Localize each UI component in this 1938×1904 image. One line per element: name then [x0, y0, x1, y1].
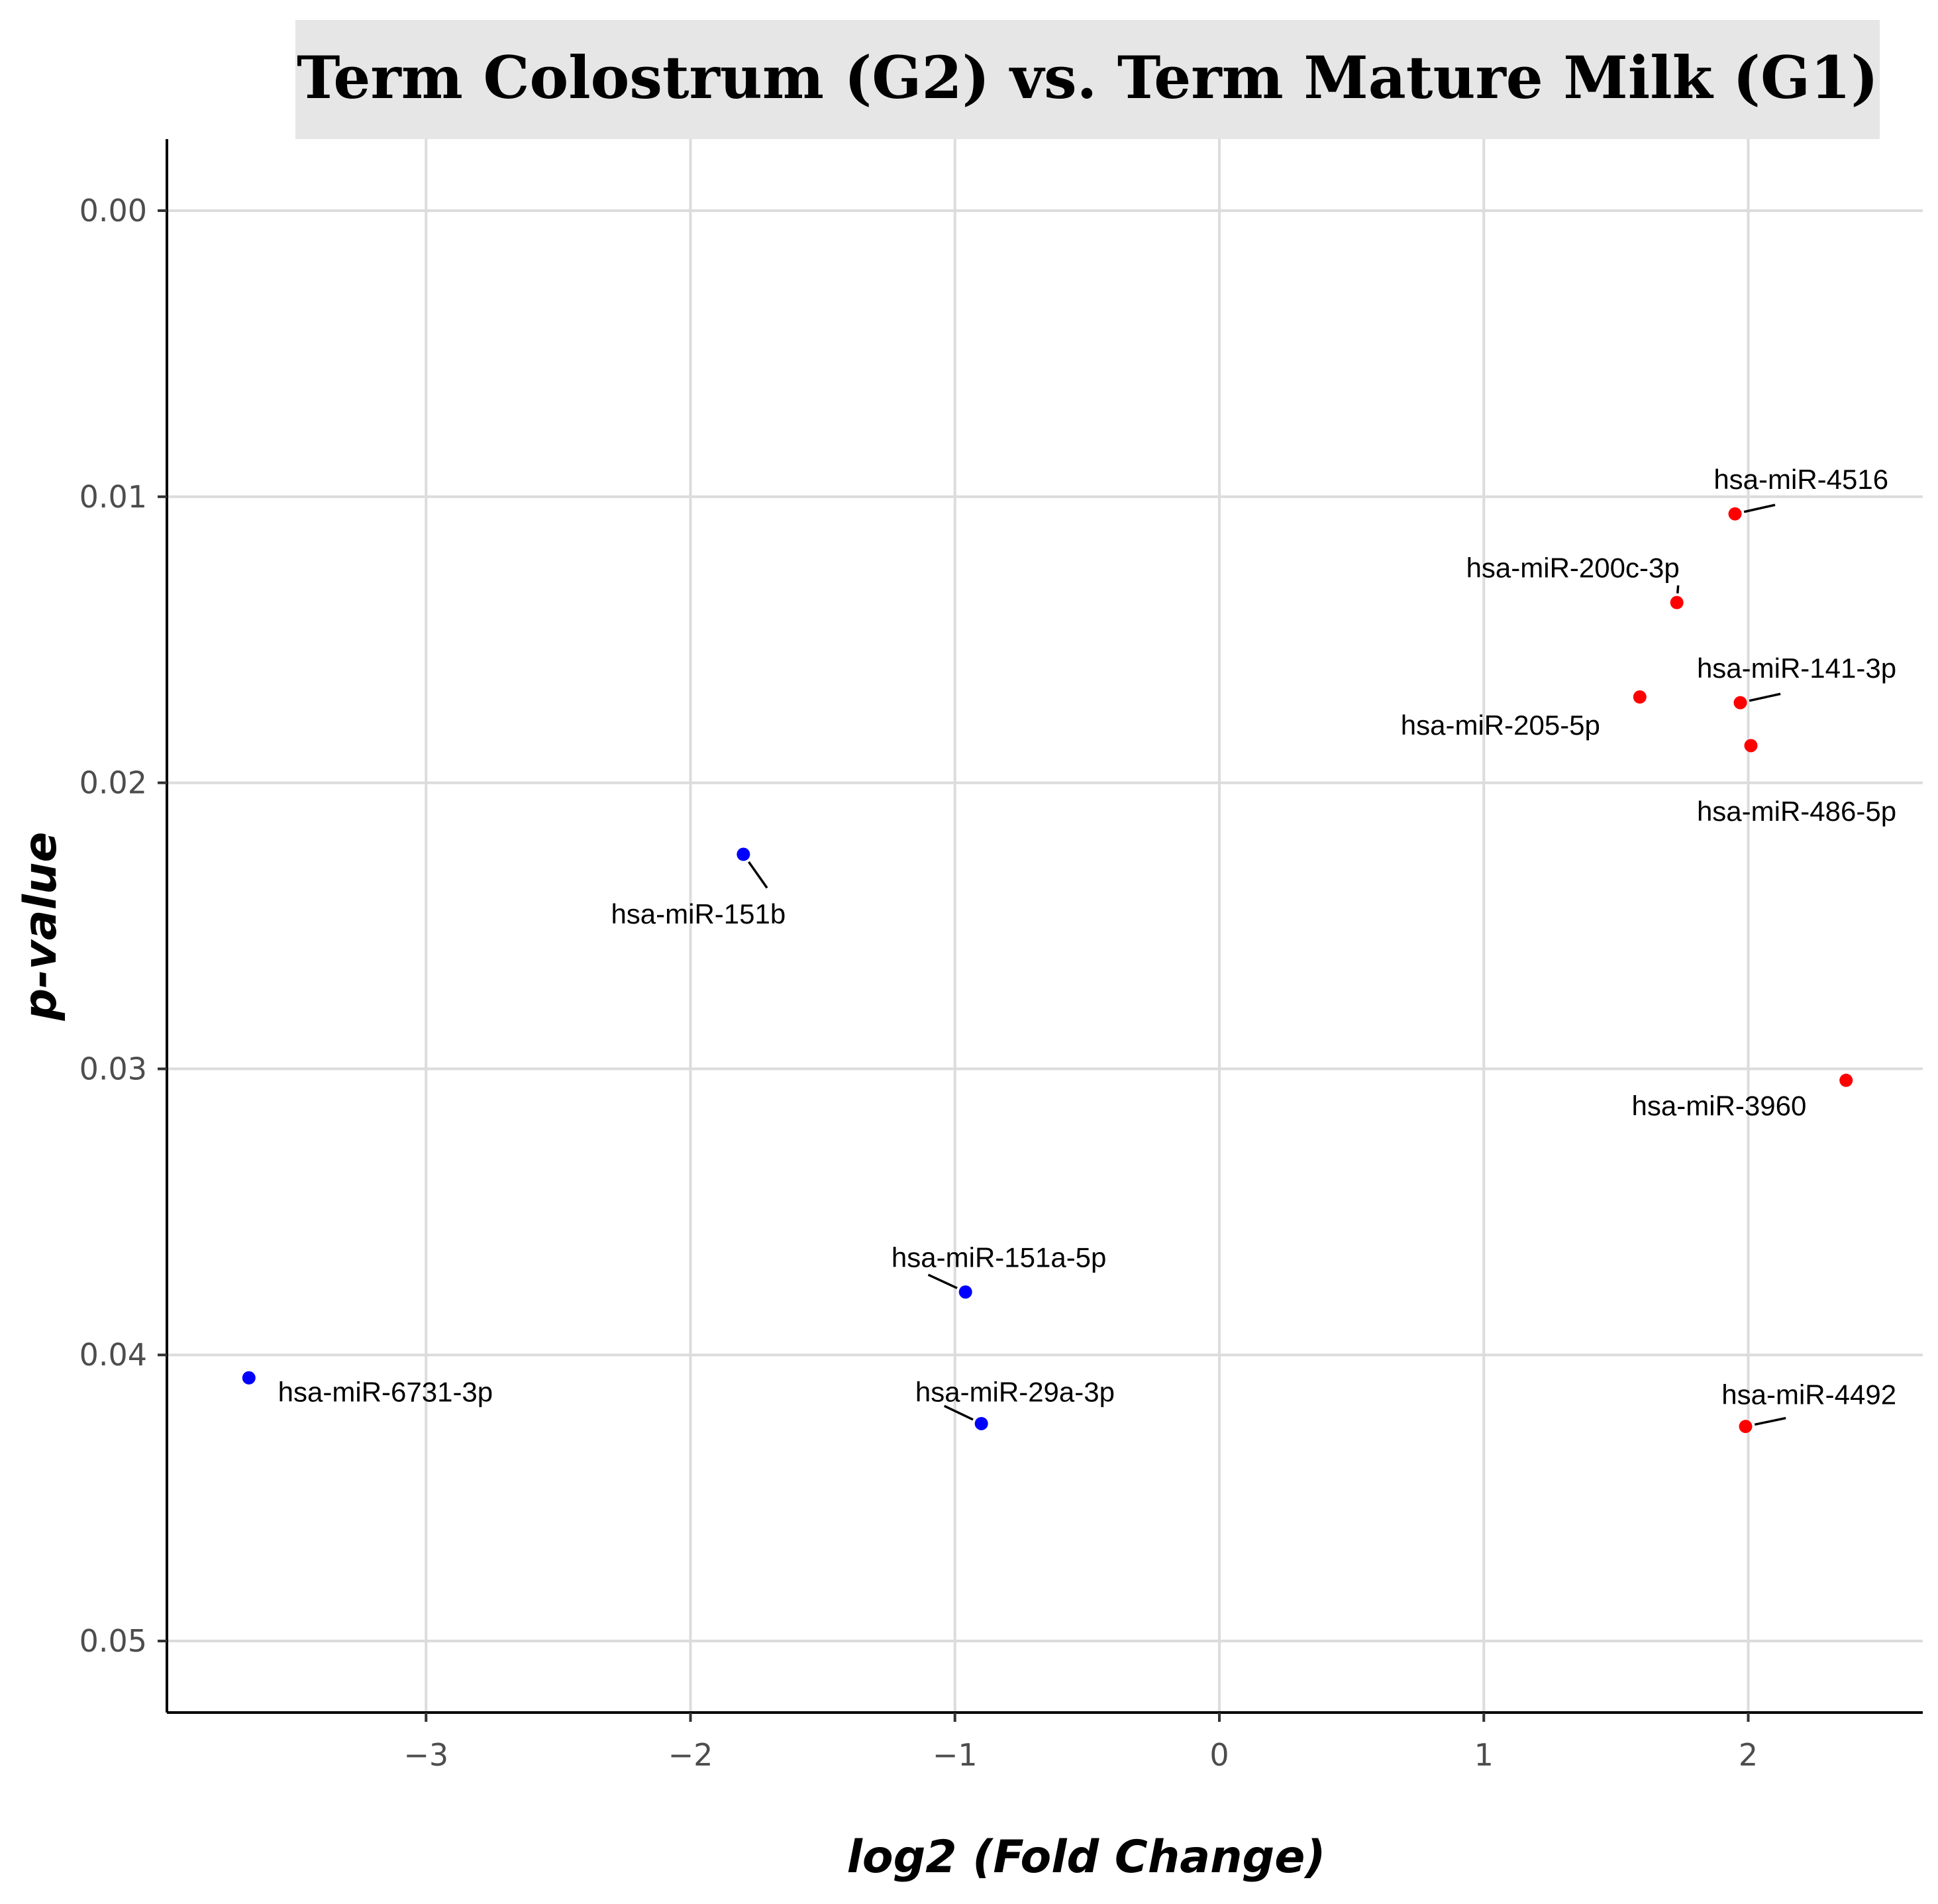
- point-label: hsa-miR-200c-3p: [1466, 553, 1680, 584]
- y-ticks: 0.00 0.01 0.02 0.03 0.04 0.05: [79, 193, 167, 1659]
- title-box: [295, 20, 1880, 139]
- y-axis-title: p-value: [15, 832, 67, 1022]
- data-point: [1744, 739, 1758, 753]
- x-tick-label: −3: [403, 1737, 448, 1773]
- grid: [167, 139, 1923, 1713]
- data-point: [1839, 1073, 1853, 1087]
- x-tick-label: 1: [1474, 1737, 1494, 1773]
- y-tick-label: 0.03: [79, 1051, 147, 1086]
- leader-line: [943, 1404, 974, 1421]
- leader-line: [747, 861, 768, 889]
- point-labels: hsa-miR-4516 hsa-miR-200c-3p hsa-miR-141-3…: [278, 464, 1896, 1410]
- point-label: hsa-miR-151b: [611, 898, 786, 929]
- y-tick-label: 0.02: [79, 765, 147, 801]
- x-tick-label: 0: [1209, 1737, 1229, 1773]
- leader-line: [1743, 503, 1776, 513]
- axes: [166, 139, 1923, 1714]
- leader-lines: [747, 503, 1786, 1426]
- y-tick-label: 0.01: [79, 479, 147, 515]
- leader-line: [1754, 1416, 1786, 1426]
- data-point: [1733, 696, 1747, 710]
- point-label: hsa-miR-151a-5p: [892, 1242, 1106, 1273]
- point-label: hsa-miR-486-5p: [1697, 796, 1896, 827]
- leader-line: [1749, 692, 1781, 702]
- point-label: hsa-miR-4492: [1721, 1379, 1896, 1410]
- point-label: hsa-miR-6731-3p: [278, 1376, 493, 1407]
- point-label: hsa-miR-141-3p: [1697, 653, 1896, 684]
- x-tick-label: −1: [933, 1737, 978, 1773]
- point-label: hsa-miR-29a-3p: [915, 1376, 1115, 1407]
- y-tick-label: 0.04: [79, 1337, 147, 1373]
- point-label: hsa-miR-205-5p: [1401, 710, 1600, 741]
- chart-title: Term Colostrum (G2) vs. Term Mature Milk…: [297, 43, 1878, 112]
- data-points: [242, 507, 1853, 1434]
- data-point: [974, 1416, 988, 1430]
- y-tick-label: 0.05: [79, 1623, 147, 1659]
- data-point: [737, 847, 750, 861]
- leader-line: [927, 1273, 958, 1289]
- point-label: hsa-miR-4516: [1713, 464, 1888, 495]
- data-point: [1670, 596, 1684, 609]
- x-tick-label: −2: [668, 1737, 713, 1773]
- data-point: [242, 1371, 256, 1385]
- data-point: [958, 1285, 972, 1299]
- data-point: [1739, 1420, 1753, 1434]
- y-tick-label: 0.00: [79, 193, 147, 229]
- data-point: [1633, 690, 1647, 704]
- data-point: [1728, 507, 1742, 521]
- x-axis-title: log2 (Fold Change): [847, 1831, 1326, 1883]
- x-tick-label: 2: [1739, 1737, 1758, 1773]
- point-label: hsa-miR-3960: [1632, 1090, 1807, 1122]
- x-ticks: −3 −2 −1 0 1 2: [403, 1713, 1758, 1773]
